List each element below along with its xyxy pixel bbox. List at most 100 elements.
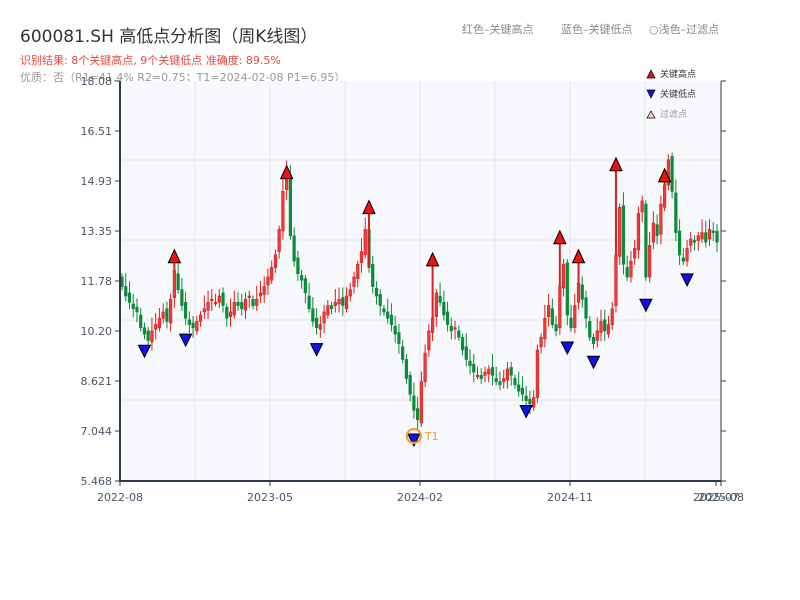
candle-down [681, 257, 685, 262]
candle-up [333, 302, 337, 306]
candle-down [442, 302, 446, 316]
candle-up [247, 295, 251, 298]
legend-label: 关键低点 [660, 90, 697, 100]
candle-up [502, 378, 506, 382]
candle-up [505, 368, 510, 381]
candle-up [636, 213, 641, 251]
key-low-marker [178, 333, 193, 348]
candle-up [169, 298, 173, 324]
candle-up [606, 324, 611, 335]
top-legend-red: 红色–关键高点 [462, 23, 534, 36]
key-high-marker [167, 248, 182, 264]
candle-up [161, 311, 165, 319]
candle-up [206, 302, 210, 311]
candle-up [558, 286, 562, 329]
y-tick-label: 14.93 [81, 175, 113, 188]
x-axis-ticks: 2022-08 2023-05 2024-02 2024-11 2025-072025-… [97, 481, 744, 504]
candle-up [430, 317, 435, 333]
candle-down [591, 336, 596, 344]
candle-up [344, 295, 349, 310]
candle-up [243, 298, 248, 311]
triangle-up-icon [646, 68, 656, 78]
candle-up [419, 381, 423, 424]
candle-up [640, 200, 644, 213]
legend-label: 关键高点 [660, 70, 697, 80]
candle-up [213, 302, 218, 305]
candle-up [266, 276, 270, 286]
candle-down [303, 278, 307, 294]
candle-up [359, 251, 364, 264]
key-high-marker [571, 248, 586, 264]
candle-down [139, 314, 143, 329]
candle-down [704, 232, 708, 243]
candle-up [154, 324, 158, 330]
candle-down [300, 275, 304, 281]
candle-down [307, 295, 311, 310]
legend-item-key-high: 关键高点 [646, 67, 696, 80]
candle-down [554, 324, 558, 332]
candle-down [644, 203, 648, 278]
candle-up [318, 324, 322, 330]
candle-up [685, 248, 689, 262]
candle-down [386, 311, 390, 319]
candle-up [356, 264, 360, 279]
candle-up [573, 305, 577, 329]
candle-up [483, 371, 487, 376]
candle-down [674, 192, 678, 233]
candle-down [180, 289, 184, 306]
candle-up [532, 397, 536, 408]
candle-up [610, 308, 614, 325]
candle-down [528, 398, 532, 405]
candle-down [457, 330, 461, 338]
key-high-marker [362, 199, 376, 215]
y-tick-label: 18.08 [81, 75, 113, 88]
top-legend-blue: 蓝色–关键低点 [561, 23, 633, 36]
candle-down [124, 286, 128, 297]
candle-up [543, 317, 547, 340]
key-high-marker [657, 167, 672, 183]
key-low-marker [680, 273, 694, 287]
candle-down [509, 367, 513, 376]
candle-up [273, 254, 278, 268]
y-tick-label: 10.20 [81, 325, 113, 338]
candle-down [374, 287, 379, 297]
x-tick-label: 2022-08 [97, 491, 143, 504]
candle-down [341, 297, 345, 306]
candle-up [157, 317, 162, 329]
candle-up [487, 368, 491, 375]
candle-down [371, 264, 375, 287]
candle-down [389, 314, 394, 325]
candle-up [576, 283, 581, 303]
candle-up [629, 260, 633, 278]
candle-down [165, 308, 169, 322]
candle-down [498, 381, 502, 386]
top-legend-light: ○浅色–过滤点 [649, 23, 720, 36]
candle-down [251, 298, 255, 306]
y-tick-label: 7.044 [81, 425, 113, 438]
candle-down [569, 317, 573, 329]
candle-down [524, 395, 528, 401]
x-tick-label: 2025-07 [693, 491, 739, 504]
candle-down [221, 292, 225, 306]
candle-down [314, 317, 319, 329]
candle-up [423, 352, 427, 382]
candle-down [584, 297, 588, 319]
candle-up [322, 311, 326, 324]
candle-up [228, 311, 233, 317]
candle-down [329, 305, 334, 310]
y-tick-label: 16.51 [81, 125, 113, 138]
y-tick-label: 11.78 [81, 275, 113, 288]
candle-up [648, 244, 652, 278]
candle-up [561, 264, 566, 289]
candle-up [281, 191, 285, 232]
candle-up [595, 330, 599, 341]
candle-up [277, 229, 281, 252]
candle-up [696, 235, 700, 241]
candle-down [382, 308, 386, 313]
candle-down [517, 384, 521, 392]
candle-down [490, 367, 495, 376]
candle-down [464, 346, 468, 360]
candle-down [311, 308, 315, 322]
candle-down [550, 308, 554, 325]
candles [120, 152, 719, 430]
